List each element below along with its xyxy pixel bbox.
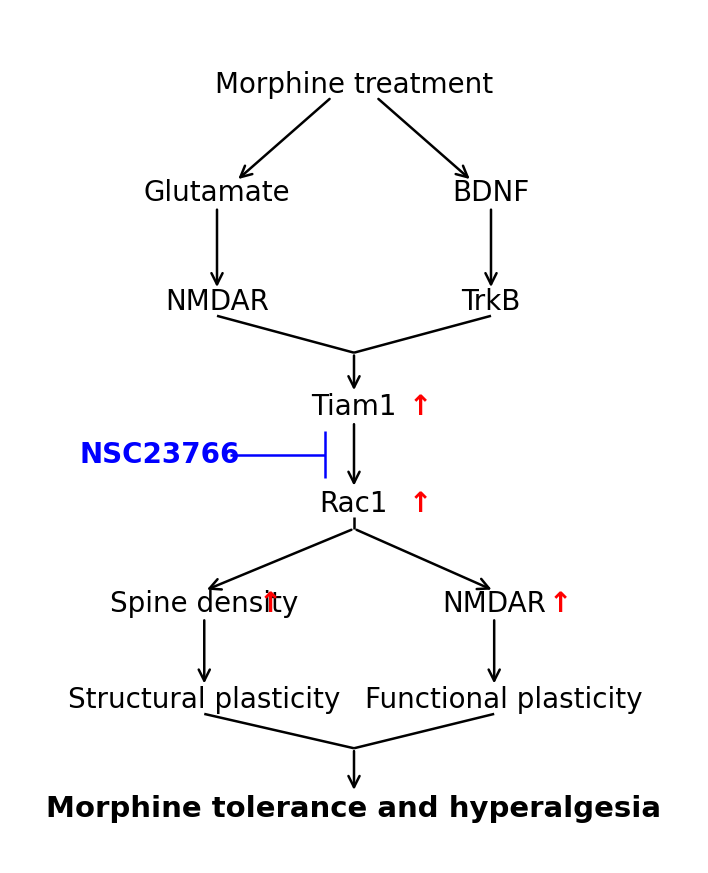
Text: ↑: ↑ — [408, 490, 431, 518]
Text: NMDAR: NMDAR — [442, 590, 546, 618]
Text: ↑: ↑ — [548, 590, 571, 618]
Text: TrkB: TrkB — [462, 288, 520, 316]
Text: NSC23766: NSC23766 — [79, 441, 240, 469]
Text: NMDAR: NMDAR — [165, 288, 269, 316]
Text: Morphine tolerance and hyperalgesia: Morphine tolerance and hyperalgesia — [47, 795, 661, 823]
Text: Tiam1: Tiam1 — [312, 393, 396, 421]
Text: Glutamate: Glutamate — [144, 180, 290, 208]
Text: ↑: ↑ — [258, 590, 282, 618]
Text: BDNF: BDNF — [452, 180, 530, 208]
Text: Spine density: Spine density — [110, 590, 298, 618]
Text: Rac1: Rac1 — [320, 490, 388, 518]
Text: Structural plasticity: Structural plasticity — [68, 686, 341, 714]
Text: Morphine treatment: Morphine treatment — [215, 71, 493, 99]
Text: Functional plasticity: Functional plasticity — [365, 686, 642, 714]
Text: ↑: ↑ — [408, 393, 431, 421]
